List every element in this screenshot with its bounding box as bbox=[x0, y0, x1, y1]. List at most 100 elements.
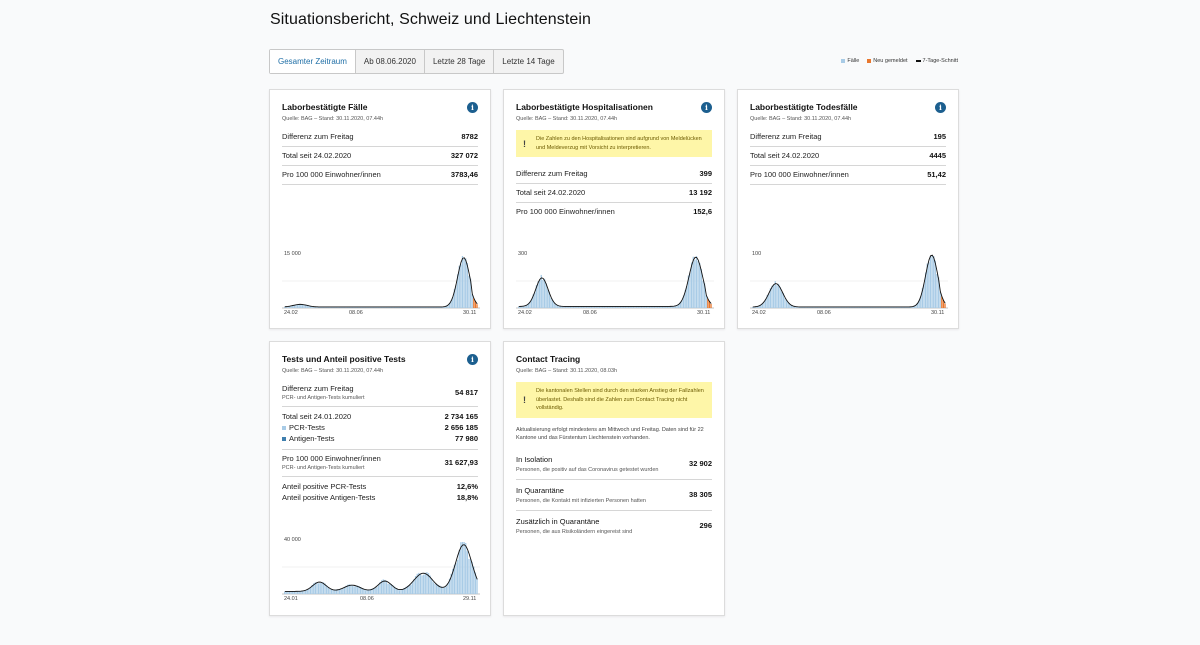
case-bar bbox=[916, 302, 919, 308]
case-bar bbox=[561, 306, 563, 308]
case-bar bbox=[682, 295, 685, 308]
case-bar bbox=[473, 566, 475, 594]
case-bar bbox=[681, 300, 683, 308]
warning-box: ! Die Zahlen zu den Hospitalisationen si… bbox=[516, 130, 712, 157]
case-bar bbox=[824, 306, 827, 308]
stat-label: Differenz zum Freitag bbox=[282, 132, 354, 141]
case-bar bbox=[423, 307, 425, 308]
case-bar bbox=[293, 591, 295, 594]
case-bar bbox=[784, 298, 786, 308]
info-icon[interactable]: i bbox=[467, 354, 478, 365]
case-bar bbox=[419, 306, 422, 308]
deaths-plot bbox=[752, 254, 946, 308]
case-bar bbox=[551, 300, 554, 308]
pcr-label: PCR-Tests bbox=[289, 423, 325, 432]
case-bar bbox=[849, 306, 851, 308]
case-bar bbox=[301, 304, 304, 308]
case-bar bbox=[666, 306, 669, 308]
case-bar bbox=[584, 306, 586, 308]
case-bar bbox=[931, 256, 933, 308]
case-bar bbox=[582, 306, 584, 308]
case-bar bbox=[886, 306, 888, 308]
deaths-chart-svg: 100 24.02 08.06 30.11 bbox=[750, 251, 948, 316]
case-bar bbox=[700, 268, 702, 308]
case-bar bbox=[393, 586, 396, 594]
tab-gesamter-zeitraum[interactable]: Gesamter Zeitraum bbox=[270, 50, 355, 73]
case-bar bbox=[442, 587, 444, 594]
case-bar bbox=[613, 306, 615, 308]
case-bar bbox=[527, 303, 529, 308]
case-bar bbox=[819, 306, 822, 308]
case-bar bbox=[618, 306, 620, 308]
case-bar bbox=[564, 306, 567, 308]
case-bar bbox=[518, 306, 520, 308]
info-icon[interactable]: i bbox=[467, 102, 478, 113]
info-icon[interactable]: i bbox=[701, 102, 712, 113]
case-bar bbox=[353, 586, 355, 594]
case-bar bbox=[692, 256, 694, 308]
tab-ab-08-06-2020[interactable]: Ab 08.06.2020 bbox=[354, 50, 424, 73]
case-bar bbox=[382, 579, 384, 594]
case-bar bbox=[756, 306, 759, 308]
case-bar bbox=[387, 583, 389, 594]
case-bar bbox=[447, 583, 449, 594]
stat-value: 31 627,93 bbox=[444, 458, 478, 467]
card-source: Quelle: BAG – Stand: 30.11.2020, 07.44h bbox=[516, 116, 618, 122]
case-bar bbox=[697, 261, 699, 308]
case-bar bbox=[439, 307, 441, 308]
case-bar bbox=[795, 306, 797, 308]
case-bar bbox=[345, 307, 347, 308]
stat-row: Differenz zum Freitag 8782 bbox=[282, 128, 478, 147]
case-bar bbox=[686, 286, 688, 308]
case-bar bbox=[695, 256, 698, 308]
case-bar bbox=[631, 306, 633, 308]
case-bar bbox=[771, 285, 773, 308]
tab-letzte-28-tage[interactable]: Letzte 28 Tage bbox=[423, 50, 493, 73]
case-bar bbox=[466, 551, 468, 594]
case-bar bbox=[456, 274, 459, 308]
x-tick-label: 08.06 bbox=[583, 310, 597, 316]
case-bar bbox=[461, 542, 464, 594]
info-icon[interactable]: i bbox=[935, 102, 946, 113]
case-bar bbox=[343, 587, 346, 594]
case-bar bbox=[285, 306, 287, 308]
case-bar bbox=[359, 306, 362, 308]
case-bar bbox=[461, 256, 464, 308]
case-bar bbox=[542, 279, 544, 308]
case-bar bbox=[626, 306, 628, 308]
case-bar bbox=[329, 588, 331, 594]
hosp-plot bbox=[518, 256, 712, 308]
case-bar bbox=[703, 283, 706, 308]
case-bar bbox=[465, 543, 467, 594]
case-bar bbox=[823, 306, 825, 308]
case-bar bbox=[403, 587, 405, 594]
case-bar bbox=[432, 582, 435, 594]
case-bar bbox=[366, 306, 368, 308]
stat-row-diff: Differenz zum Freitag PCR- und Antigen-Te… bbox=[282, 380, 478, 407]
hosp-chart: 300 24.02 08.06 30.11 bbox=[516, 248, 714, 318]
case-bar bbox=[574, 306, 576, 308]
case-bar bbox=[553, 302, 555, 308]
case-bar bbox=[868, 306, 870, 308]
case-bar bbox=[316, 582, 318, 594]
y-max-label: 15 000 bbox=[284, 251, 301, 257]
case-bar bbox=[393, 306, 396, 308]
case-bar bbox=[891, 307, 893, 308]
contact-value: 38 305 bbox=[689, 490, 712, 499]
case-bar bbox=[829, 307, 831, 308]
case-bar bbox=[335, 306, 338, 308]
case-bar bbox=[292, 305, 294, 308]
case-bar bbox=[460, 542, 462, 594]
case-bar bbox=[366, 589, 368, 594]
case-bar bbox=[453, 289, 456, 308]
tab-letzte-14-tage[interactable]: Letzte 14 Tage bbox=[493, 50, 562, 73]
y-max-label: 300 bbox=[518, 251, 527, 257]
case-bar bbox=[605, 306, 607, 308]
case-bar bbox=[839, 306, 841, 308]
case-bar bbox=[343, 306, 346, 308]
case-bar bbox=[298, 304, 300, 308]
case-bar bbox=[634, 306, 636, 308]
case-bar bbox=[597, 306, 599, 308]
case-bar bbox=[364, 590, 367, 594]
case-bar bbox=[406, 307, 409, 308]
